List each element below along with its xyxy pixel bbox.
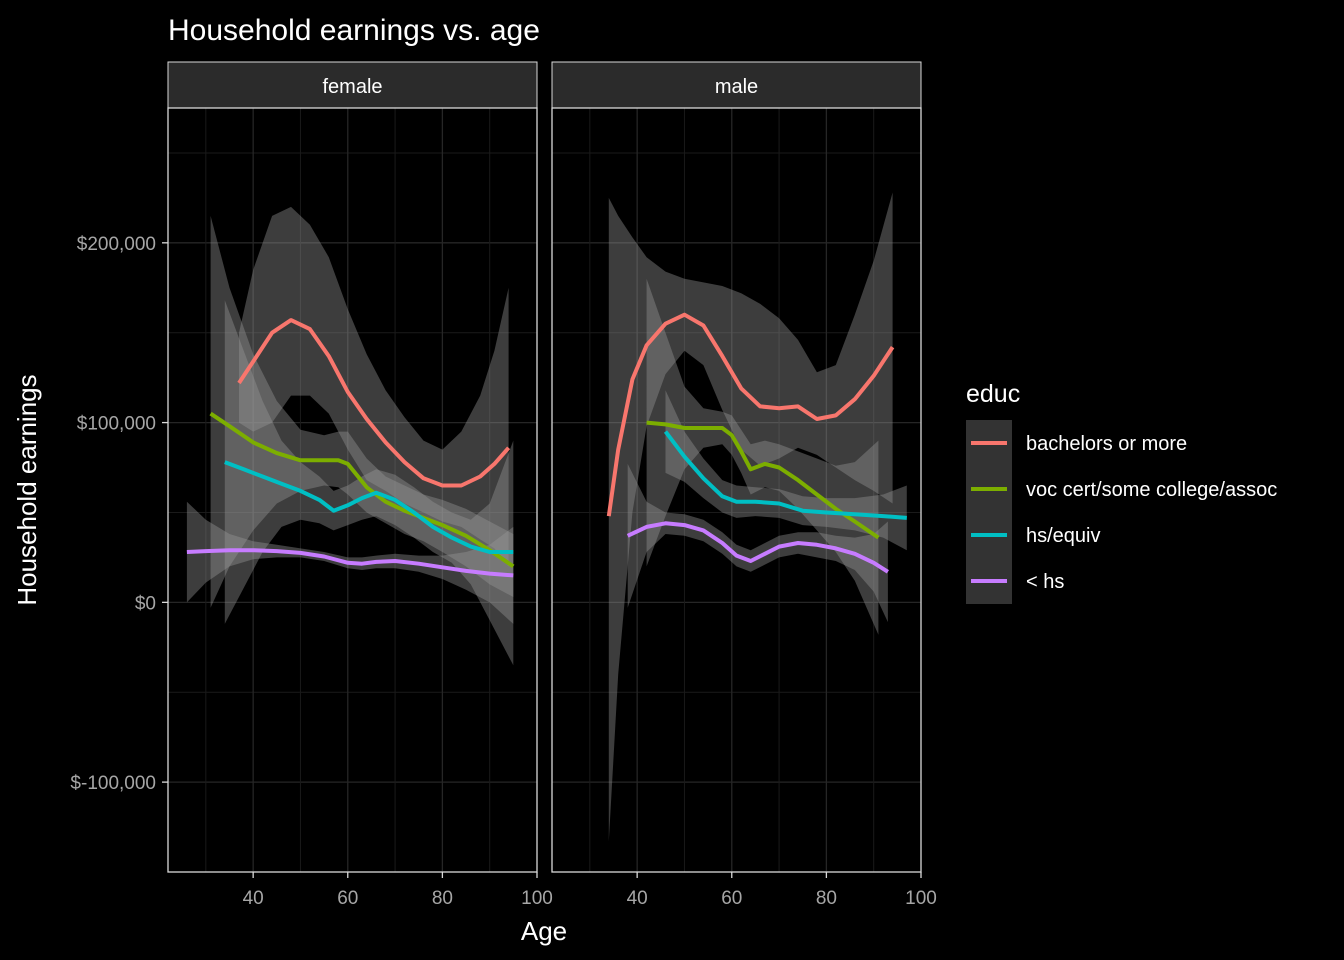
x-tick-label: 80 — [816, 888, 837, 909]
panels: female 40 60 80 100 male 40 60 80 100 — [167, 61, 937, 909]
legend: educ bachelors or more voc cert/some coll… — [966, 380, 1277, 604]
panel-border — [551, 107, 922, 873]
confidence-band-3 — [224, 300, 514, 666]
panel-background — [168, 108, 537, 872]
series-line-2 — [209, 411, 515, 569]
x-tick-label: 60 — [337, 888, 358, 909]
panel-border — [167, 107, 538, 873]
chart-title: Household earnings vs. age — [168, 14, 540, 47]
x-tick-label: 40 — [627, 888, 648, 909]
confidence-band-2 — [646, 278, 879, 635]
series-layer — [606, 192, 907, 842]
x-tick-label: 100 — [521, 888, 553, 909]
legend-label: < hs — [1026, 571, 1064, 593]
x-tick-label: 100 — [905, 888, 937, 909]
facet-strip-female — [167, 61, 538, 109]
series-line-4 — [626, 521, 889, 574]
legend-title: educ — [966, 380, 1020, 408]
x-tick-label: 60 — [721, 888, 742, 909]
facet-strip-label: male — [715, 76, 758, 98]
series-line-4 — [186, 548, 514, 578]
y-axis-title: Household earnings — [12, 374, 42, 605]
legend-label: bachelors or more — [1026, 433, 1187, 455]
x-tick-label: 80 — [432, 888, 453, 909]
panel-female: female 40 60 80 100 — [167, 61, 553, 909]
y-axis: $-100,000 $0 $100,000 $200,000 — [70, 234, 168, 794]
panel-male: male 40 60 80 100 — [551, 61, 937, 909]
gridlines — [168, 108, 537, 872]
y-tick-label: $-100,000 — [70, 773, 156, 794]
series-line-2 — [646, 420, 880, 540]
series-line-3 — [224, 460, 514, 554]
series-layer — [186, 206, 515, 666]
y-tick-label: $100,000 — [77, 414, 156, 435]
x-tick-label: 40 — [243, 888, 264, 909]
y-tick-label: $0 — [135, 593, 156, 614]
legend-label: voc cert/some college/assoc — [1026, 479, 1277, 501]
confidence-band-2 — [210, 215, 514, 608]
gridlines — [552, 108, 921, 872]
facet-strip-label: female — [322, 76, 382, 98]
confidence-band-1 — [239, 206, 509, 567]
series-line-1 — [606, 312, 895, 517]
legend-label: hs/equiv — [1026, 525, 1101, 547]
series-line-3 — [663, 430, 907, 520]
confidence-band-3 — [665, 390, 907, 551]
x-axis-title: Age — [521, 916, 567, 946]
series-line-1 — [237, 318, 511, 488]
y-tick-label: $200,000 — [77, 234, 156, 255]
confidence-band-1 — [608, 192, 893, 842]
confidence-band-4 — [627, 463, 888, 623]
